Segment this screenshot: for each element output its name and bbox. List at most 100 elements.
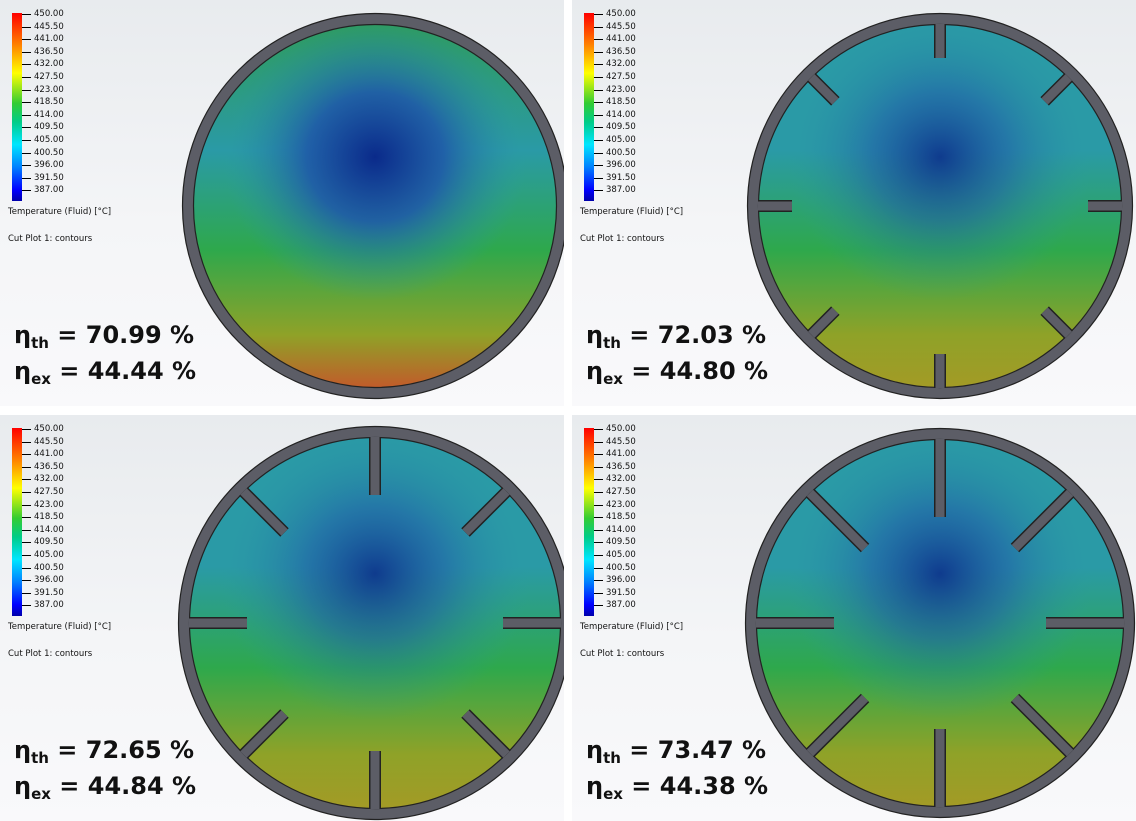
colorbar — [584, 13, 594, 201]
cut-plot-label: Cut Plot 1: contours — [8, 234, 93, 244]
colorbar-tick-label: 427.50 — [22, 488, 64, 497]
eta-symbol: η — [14, 321, 32, 349]
eta-subscript: th — [603, 334, 621, 352]
colorbar-tick-label: 409.50 — [22, 538, 64, 547]
contour-panel-b: 450.00 445.50 441.00 436.50 432.00 427.50 423.… — [572, 0, 1136, 406]
efficiency-value: 72.65 % — [85, 736, 195, 764]
eta-symbol: η — [586, 357, 604, 385]
radial-fin — [240, 710, 288, 758]
colorbar-tick-label: 432.00 — [594, 60, 636, 69]
radial-fin — [462, 488, 510, 536]
cut-plot-label: Cut Plot 1: contours — [580, 649, 665, 659]
equals-sign: = — [50, 772, 88, 800]
legend-quantity-label: Temperature (Fluid) [°C] — [580, 207, 684, 217]
colorbar-tick-label: 409.50 — [594, 538, 636, 547]
eta-subscript: th — [31, 334, 49, 352]
eta-symbol: η — [14, 772, 32, 800]
colorbar — [12, 13, 22, 201]
cold-core-region — [757, 437, 1123, 771]
efficiency-value: 44.84 % — [87, 772, 197, 800]
radial-fin — [1011, 489, 1074, 552]
tube-wall-edge — [192, 23, 558, 389]
contour-panel-c: 450.00 445.50 441.00 436.50 432.00 427.50 423.… — [0, 415, 564, 821]
tube-wall — [182, 13, 564, 399]
eta-subscript: ex — [603, 785, 623, 803]
colorbar-tick-label: 418.50 — [594, 513, 636, 522]
efficiency-value: 70.99 % — [85, 321, 195, 349]
thermal-efficiency: ηth = 72.03 % — [586, 320, 766, 358]
eta-subscript: th — [603, 749, 621, 767]
radial-fin — [462, 710, 510, 758]
exergy-efficiency: ηex = 44.44 % — [14, 356, 196, 394]
colorbar-tick-label: 400.50 — [22, 148, 64, 158]
equals-sign: = — [620, 321, 658, 349]
colorbar-tick-label: 387.00 — [594, 186, 636, 195]
thermal-efficiency: ηth = 72.65 % — [14, 735, 194, 773]
colorbar-tick-label: 450.00 — [22, 425, 64, 434]
colorbar-tick-label: 450.00 — [594, 10, 636, 19]
efficiency-value: 44.38 % — [659, 772, 769, 800]
colorbar-tick-label: 396.00 — [594, 161, 636, 170]
colorbar-tick-label: 450.00 — [22, 10, 64, 19]
colorbar-tick-label: 414.00 — [22, 525, 64, 535]
efficiency-value: 73.47 % — [657, 736, 767, 764]
colorbar-tick-label: 414.00 — [22, 110, 64, 120]
legend-quantity-label: Temperature (Fluid) [°C] — [8, 207, 112, 217]
colorbar-tick-label: 400.50 — [22, 563, 64, 573]
colorbar-tick-label: 405.00 — [22, 136, 64, 145]
equals-sign: = — [620, 736, 658, 764]
colorbar-tick-label: 427.50 — [594, 73, 636, 82]
contour-panel-a: 450.00 445.50 441.00 436.50 432.00 427.50 423.… — [0, 0, 564, 406]
colorbar-tick-label: 391.50 — [594, 173, 636, 183]
tube-wall-edge — [746, 12, 1134, 400]
legend-quantity-label: Temperature (Fluid) [°C] — [8, 622, 112, 632]
colorbar-tick-label: 450.00 — [594, 425, 636, 434]
legend-quantity-label: Temperature (Fluid) [°C] — [580, 622, 684, 632]
equals-sign: = — [622, 357, 660, 385]
colorbar-tick-label: 391.50 — [22, 588, 64, 598]
colorbar-tick-label: 441.00 — [22, 35, 64, 44]
cut-plot-label: Cut Plot 1: contours — [580, 234, 665, 244]
thermal-efficiency: ηth = 70.99 % — [14, 320, 194, 358]
colorbar-tick-label: 441.00 — [594, 450, 636, 459]
radial-fin — [808, 74, 839, 105]
colorbar-tick-label: 445.50 — [22, 437, 64, 447]
tube-wall — [178, 426, 564, 820]
eta-subscript: ex — [603, 370, 623, 388]
colorbar-tick-label: 405.00 — [594, 136, 636, 145]
colorbar-tick-label: 436.50 — [22, 47, 64, 57]
colorbar — [584, 428, 594, 616]
eta-symbol: η — [14, 357, 32, 385]
radial-fin — [808, 307, 839, 338]
efficiency-value: 72.03 % — [657, 321, 767, 349]
colorbar-tick-label: 436.50 — [22, 462, 64, 472]
colorbar-tick-label: 432.00 — [594, 475, 636, 484]
colorbar-tick-label: 441.00 — [594, 35, 636, 44]
cut-plot-contour — [746, 12, 1134, 400]
colorbar-tick-label: 414.00 — [594, 110, 636, 120]
colorbar-tick-label: 387.00 — [22, 186, 64, 195]
thermal-efficiency: ηth = 73.47 % — [586, 735, 766, 773]
colorbar-tick-label: 436.50 — [594, 462, 636, 472]
colorbar-tick-label: 423.00 — [594, 500, 636, 510]
cut-plot-contour — [181, 12, 564, 400]
radial-fin — [806, 489, 869, 552]
equals-sign: = — [48, 736, 86, 764]
eta-subscript: ex — [31, 370, 51, 388]
colorbar-tick-label: 414.00 — [594, 525, 636, 535]
colorbar-tick-label: 418.50 — [594, 98, 636, 107]
colorbar-tick-label: 409.50 — [594, 123, 636, 132]
colorbar-tick-label: 432.00 — [22, 60, 64, 69]
eta-symbol: η — [586, 321, 604, 349]
colorbar — [12, 428, 22, 616]
colorbar-tick-label: 418.50 — [22, 513, 64, 522]
radial-fin — [240, 488, 288, 536]
cold-core-region — [190, 435, 560, 773]
tube-wall — [747, 13, 1133, 399]
colorbar-tick-label: 405.00 — [594, 551, 636, 560]
colorbar-tick-label: 423.00 — [594, 85, 636, 95]
radial-fin — [1041, 307, 1072, 338]
tube-wall — [745, 428, 1135, 818]
colorbar-tick-label: 396.00 — [22, 576, 64, 585]
